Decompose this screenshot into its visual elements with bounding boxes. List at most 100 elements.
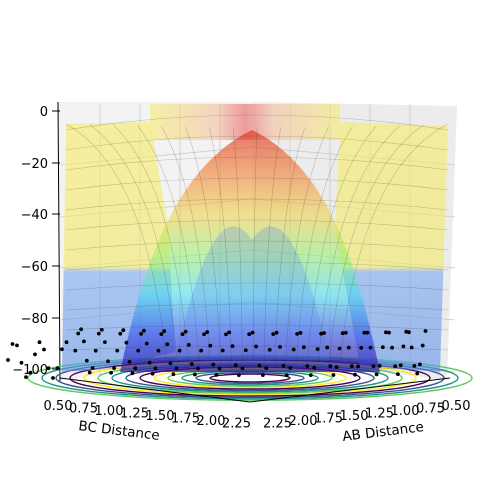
- trajectory-point: [401, 344, 406, 349]
- trajectory-point: [136, 348, 141, 353]
- mesh-line: [65, 303, 449, 311]
- trajectory-point: [6, 358, 10, 362]
- surface-mesh: [65, 114, 449, 371]
- trajectory-point: [298, 331, 303, 335]
- mesh-line: [252, 127, 258, 371]
- z-tick-label: −80: [21, 312, 48, 327]
- trajectory-point: [377, 364, 382, 368]
- trajectory-point: [196, 366, 200, 371]
- trajectory-point: [112, 366, 116, 370]
- trajectory-point: [51, 376, 55, 380]
- trajectory-point: [199, 348, 204, 353]
- trajectory-point: [302, 345, 306, 350]
- trajectory-point: [274, 330, 279, 335]
- contour-line: [209, 373, 291, 383]
- trajectory-point: [233, 363, 238, 367]
- trajectory-point: [159, 332, 164, 336]
- mesh-line: [137, 125, 200, 371]
- mesh-line: [65, 177, 449, 191]
- trajectory-point: [183, 329, 188, 334]
- trajectory-point: [368, 345, 373, 350]
- trajectory-point: [93, 348, 98, 353]
- trajectory-point: [374, 372, 379, 377]
- trajectory-point: [46, 366, 51, 371]
- mesh-line: [65, 219, 449, 231]
- bc-tick-label: 1.25: [120, 407, 149, 422]
- trajectory-point: [28, 370, 33, 375]
- trajectory-point: [214, 373, 219, 377]
- trajectory-point: [103, 340, 107, 344]
- trajectory-point: [237, 373, 241, 377]
- mesh-line: [65, 114, 449, 131]
- bc-tick-label: 1.50: [146, 409, 175, 424]
- trajectory-point: [362, 330, 367, 335]
- bc-axis-ticks: 0.500.751.001.251.501.752.002.25: [44, 399, 251, 432]
- trajectory-point: [396, 372, 400, 376]
- trajectory-points: [6, 327, 428, 380]
- trajectory-point: [15, 343, 19, 348]
- trajectory-point: [412, 364, 417, 368]
- mesh-line: [65, 240, 449, 251]
- mesh-line: [263, 127, 282, 371]
- trajectory-point: [211, 362, 216, 367]
- trajectory-point: [415, 371, 420, 376]
- mesh-line: [232, 127, 243, 371]
- trajectory-point: [217, 366, 222, 371]
- bc-tick-label: 1.00: [95, 404, 124, 419]
- trajectory-point: [288, 366, 293, 370]
- trajectory-point: [281, 363, 286, 368]
- trajectory-point: [334, 365, 339, 369]
- trajectory-point: [37, 340, 42, 345]
- trajectory-point: [350, 364, 354, 369]
- mesh-line: [338, 123, 449, 371]
- trajectory-point: [106, 359, 110, 364]
- trajectory-point: [118, 331, 123, 336]
- trajectory-point: [193, 372, 197, 377]
- trajectory-point: [420, 343, 425, 348]
- z-tick-label: −40: [21, 208, 48, 223]
- trajectory-point: [90, 366, 95, 370]
- floor-axes: [59, 377, 451, 403]
- mesh-line: [328, 124, 425, 371]
- mesh-line: [317, 125, 401, 371]
- trajectory-point: [180, 332, 185, 337]
- trajectory-point: [227, 330, 232, 335]
- trajectory-point: [82, 339, 86, 344]
- mesh-line: [65, 324, 449, 331]
- z-tick-label: −20: [21, 157, 48, 172]
- trajectory-point: [384, 330, 388, 335]
- mesh-line: [274, 127, 306, 371]
- mesh-line: [295, 126, 353, 371]
- ab-axis-ticks: 0.500.751.001.251.501.752.002.25: [263, 399, 470, 432]
- trajectory-point: [174, 366, 179, 371]
- trajectory-point: [284, 373, 289, 377]
- mesh-line: [65, 156, 449, 171]
- trajectory-point: [142, 328, 146, 333]
- trajectory-point: [240, 366, 245, 371]
- surface-central-dome: [120, 130, 380, 372]
- mesh-line: [65, 261, 449, 271]
- trajectory-point: [267, 347, 272, 352]
- trajectory-point: [380, 345, 385, 350]
- trajectory-point: [305, 364, 310, 368]
- trajectory-point: [331, 373, 336, 377]
- ab-axis-line: [249, 377, 451, 403]
- trajectory-point: [96, 331, 101, 336]
- z-tick-label: −100: [12, 363, 48, 378]
- trajectory-point: [315, 347, 320, 351]
- trajectory-point: [224, 332, 228, 337]
- mesh-line: [89, 124, 179, 371]
- mesh-line: [306, 125, 377, 371]
- trajectory-point: [124, 340, 129, 345]
- trajectory-point: [147, 360, 152, 365]
- surface-front-lobe: [175, 226, 330, 360]
- trajectory-point: [150, 371, 155, 376]
- trajectory-point: [291, 347, 296, 352]
- trajectory-point: [398, 363, 403, 368]
- ab-tick-label: 1.25: [365, 407, 394, 422]
- mesh-line: [185, 126, 222, 371]
- trajectory-point: [257, 363, 262, 368]
- bc-tick-label: 2.25: [222, 417, 251, 432]
- ab-tick-label: 2.25: [263, 417, 292, 432]
- trajectory-point: [87, 370, 92, 375]
